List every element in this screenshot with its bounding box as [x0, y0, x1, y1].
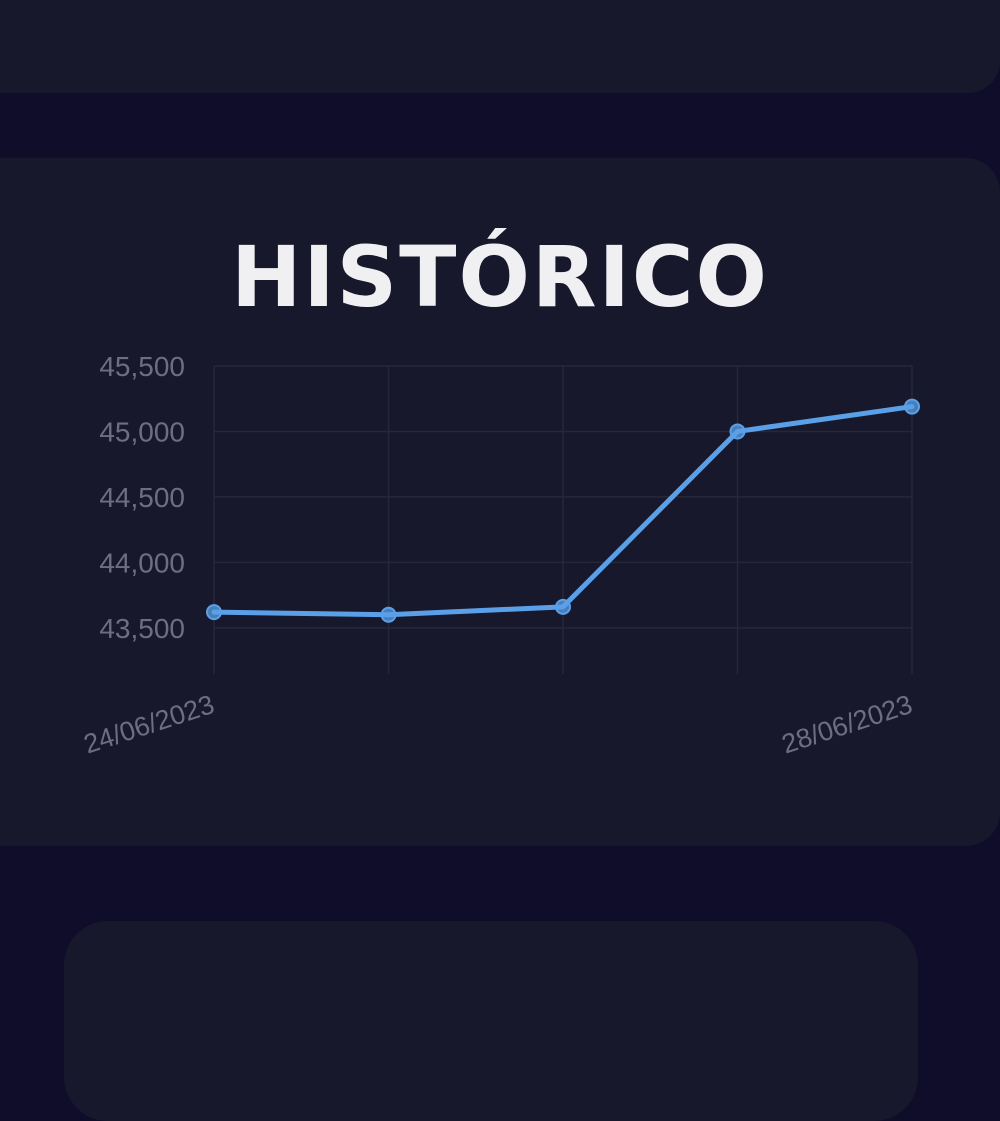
data-point: [380, 606, 397, 623]
y-tick-label: 45,000: [99, 416, 185, 447]
x-tick-label: 24/06/2023: [80, 689, 218, 759]
data-point: [729, 423, 746, 440]
data-point: [555, 598, 571, 615]
data-point: [904, 398, 920, 415]
top-card: [0, 0, 1000, 93]
data-point: [206, 604, 222, 621]
history-card: [0, 158, 1000, 846]
x-tick-label: 28/06/2023: [778, 689, 916, 759]
section-title: HISTÓRICO: [231, 228, 769, 326]
bottom-card: [64, 921, 918, 1121]
y-tick-label: 43,500: [99, 613, 185, 644]
y-tick-label: 44,500: [99, 482, 185, 513]
history-line-chart: 43,500 44,000 44,500 45,000 45,500 24/06/2023…: [80, 351, 920, 759]
y-tick-label: 45,500: [99, 351, 185, 382]
y-tick-label: 44,000: [99, 547, 185, 578]
